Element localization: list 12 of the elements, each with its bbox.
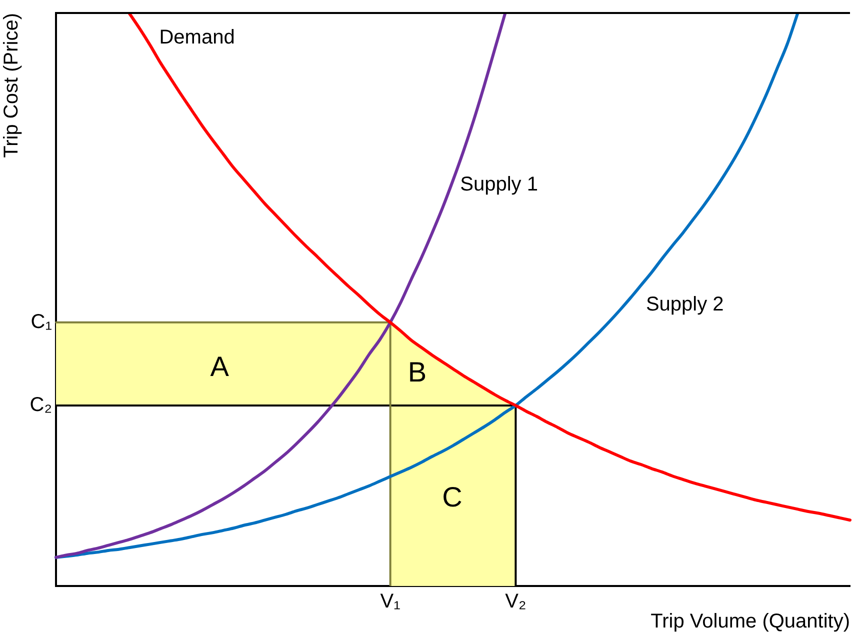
series-label: Supply 2	[646, 294, 724, 316]
annotation: C	[442, 482, 462, 513]
series-label: C₂	[30, 394, 52, 416]
annotation: B	[408, 356, 427, 388]
y-axis-title: Trip Cost (Price)	[0, 13, 23, 158]
x-tick-label: V₂	[505, 590, 526, 613]
series-label: Demand	[159, 26, 235, 49]
x-axis-title: Trip Volume (Quantity)	[650, 610, 850, 633]
annotation: A	[210, 350, 230, 382]
x-tick-label: V₁	[380, 590, 401, 613]
series-label: C₁	[30, 310, 52, 333]
series-label: Supply 1	[460, 173, 538, 196]
